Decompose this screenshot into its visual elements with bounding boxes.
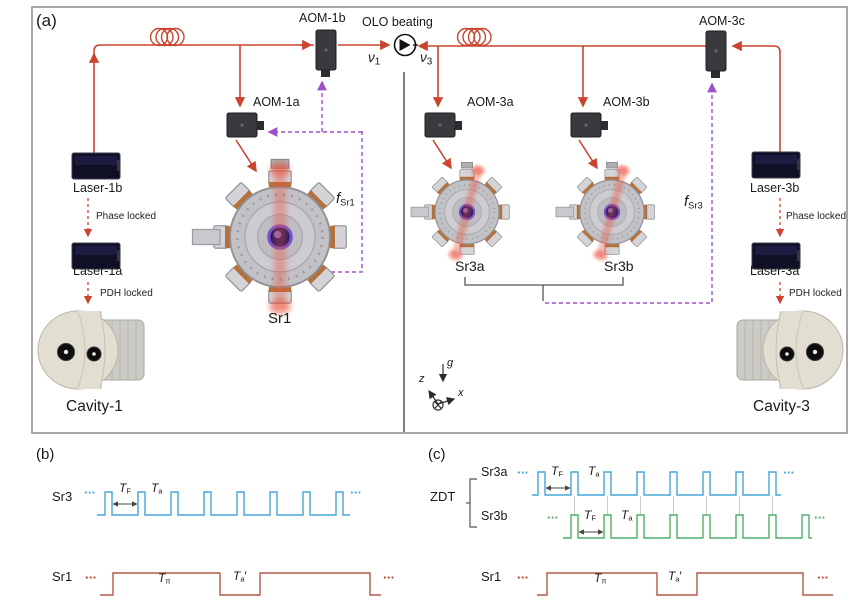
panel-a-border xyxy=(31,6,848,434)
ellipsis-c-sr3a-right: ··· xyxy=(783,465,795,480)
pdh-locked-label-right: PDH locked xyxy=(789,288,842,299)
laser-1b-label: Laser-1b xyxy=(73,181,123,195)
ellipsis-c-sr3b-left: ··· xyxy=(547,510,559,525)
tf-label-c-green: TF xyxy=(584,508,596,523)
sr1-trace-label-c: Sr1 xyxy=(481,569,502,584)
axes-z-label: z xyxy=(419,373,425,385)
zdt-label: ZDT xyxy=(430,489,456,504)
aom-1a-icon xyxy=(226,112,265,138)
ellipsis-b-sr1-right: ··· xyxy=(383,570,395,585)
f-sr1-label: fSr1 xyxy=(336,190,355,208)
waveform-b-sr1 xyxy=(100,572,381,596)
ellipsis-c-sr1-left: ··· xyxy=(517,570,529,585)
tpi-label-b: Tπ xyxy=(158,571,171,586)
sr3a-trace-label-c: Sr3a xyxy=(481,465,508,479)
cavity-1-icon xyxy=(37,310,145,390)
waveform-b-sr3 xyxy=(97,491,350,516)
aom-3b-icon xyxy=(570,112,609,138)
ellipsis-b-sr3-left: ··· xyxy=(84,485,96,500)
aom-3c-icon xyxy=(705,30,727,79)
sr3-bracket xyxy=(464,277,624,301)
ellipsis-c-sr3b-right: ··· xyxy=(814,510,826,525)
axes-x-label: x xyxy=(458,387,464,399)
photodetector-icon xyxy=(393,33,418,57)
coordinate-axes-icon xyxy=(428,364,456,411)
aom-1b-label: AOM-1b xyxy=(299,11,346,25)
sr1-chamber-label: Sr1 xyxy=(268,310,292,327)
axes-g-label: g xyxy=(447,357,454,369)
phase-locked-label-left: Phase locked xyxy=(96,211,157,222)
ta-label-c-green: Ta xyxy=(621,508,633,523)
fiber-coil-icon-left xyxy=(149,27,185,47)
cavity-1-label: Cavity-1 xyxy=(66,398,123,415)
beam-path-left xyxy=(88,39,391,173)
aom-3b-label: AOM-3b xyxy=(603,95,650,109)
ta-label-c-blue: Ta xyxy=(588,464,600,479)
pdh-locked-label-left: PDH locked xyxy=(100,288,153,299)
sr3b-trace-label-c: Sr3b xyxy=(481,509,508,523)
tpi-label-c: Tπ xyxy=(594,571,607,586)
waveform-c-sr3b xyxy=(563,514,812,539)
tf-label-b: TF xyxy=(119,481,131,496)
feedback-path-sr1 xyxy=(267,80,363,273)
sr3b-chamber-icon xyxy=(554,161,656,261)
nu1-label: ν1 xyxy=(368,50,381,68)
ta-label-b: Ta xyxy=(151,481,163,496)
sr3-trace-label-b: Sr3 xyxy=(52,489,73,504)
nu3-label: ν3 xyxy=(420,50,433,68)
fiber-coil-icon-right xyxy=(456,27,492,47)
zdt-bracket xyxy=(466,478,477,528)
laser-1b-icon xyxy=(71,152,121,180)
sr3b-chamber-label: Sr3b xyxy=(604,258,634,274)
aom-3a-label: AOM-3a xyxy=(467,95,514,109)
laser-1a-label: Laser-1a xyxy=(73,264,123,278)
ellipsis-c-sr3a-left: ··· xyxy=(517,465,529,480)
ta-prime-label-b: Ta′ xyxy=(233,569,247,584)
sr1-trace-label-b: Sr1 xyxy=(52,569,73,584)
sr3a-chamber-label: Sr3a xyxy=(455,258,485,274)
aom-3a-icon xyxy=(424,112,463,138)
tf-label-c-blue: TF xyxy=(551,464,563,479)
lock-arrows xyxy=(83,198,785,305)
panel-b-label: (b) xyxy=(36,446,55,463)
panel-a-label: (a) xyxy=(36,11,57,30)
aom-1b-icon xyxy=(315,29,337,78)
aom-3c-label: AOM-3c xyxy=(699,14,745,28)
aom-1a-label: AOM-1a xyxy=(253,95,300,109)
waveform-c-sr3a xyxy=(532,471,781,496)
sr3a-chamber-icon xyxy=(409,161,511,261)
olo-beating-label: OLO beating xyxy=(362,15,433,29)
sync-lines xyxy=(574,496,773,514)
ellipsis-c-sr1-right: ··· xyxy=(817,570,829,585)
laser-3b-label: Laser-3b xyxy=(750,181,800,195)
ellipsis-b-sr1-left: ··· xyxy=(85,570,97,585)
panel-c-label: (c) xyxy=(428,446,446,463)
laser-3a-label: Laser-3a xyxy=(750,264,800,278)
cavity-3-label: Cavity-3 xyxy=(753,398,810,415)
waveform-c-sr1 xyxy=(537,572,833,596)
ellipsis-b-sr3-right: ··· xyxy=(350,485,362,500)
ta-prime-label-c: Ta′ xyxy=(668,569,682,584)
sr1-chamber-icon xyxy=(190,157,348,315)
f-sr3-label: fSr3 xyxy=(684,193,703,211)
phase-locked-label-right: Phase locked xyxy=(786,211,847,222)
cavity-3-icon xyxy=(736,310,844,390)
laser-3b-icon xyxy=(751,151,801,179)
